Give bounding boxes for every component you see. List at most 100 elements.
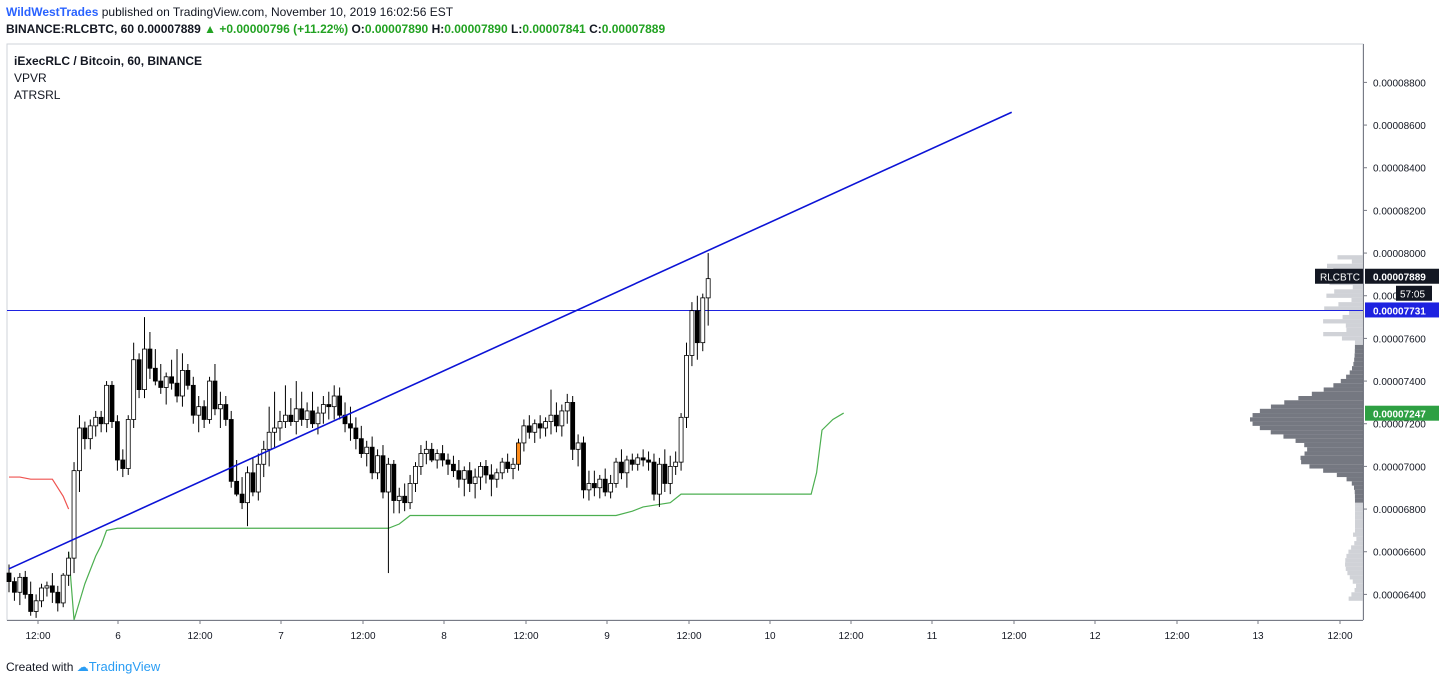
candle-body: [293, 408, 299, 422]
candle-body: [28, 594, 34, 612]
candle-body: [77, 427, 82, 472]
candle-body: [66, 557, 72, 576]
candle-body: [413, 465, 418, 484]
publish-line: WildWestTrades published on TradingView.…: [6, 5, 453, 19]
vpvr-bar: [1336, 472, 1363, 478]
vpvr-bar: [1270, 430, 1363, 435]
candle-body: [310, 410, 315, 425]
vpvr-bar: [1354, 588, 1363, 593]
vpvr-bar: [1354, 344, 1363, 350]
close-value: 0.00007889: [601, 22, 666, 36]
candle-body: [223, 404, 229, 420]
vpvr-bar: [1354, 353, 1363, 358]
candle-body: [49, 585, 55, 593]
author-link[interactable]: WildWestTrades: [6, 5, 99, 19]
candle-body: [423, 448, 429, 455]
candle-body: [315, 412, 321, 425]
vpvr-bar: [1355, 528, 1363, 533]
candle-body: [6, 572, 12, 582]
candle-body: [283, 414, 288, 423]
vpvr-bar: [1345, 323, 1363, 328]
vpvr-bar: [1338, 302, 1363, 307]
candle-body: [17, 576, 23, 593]
candle-body: [559, 410, 565, 427]
countdown-label: 57:05: [1400, 290, 1425, 301]
candle-body: [575, 442, 581, 450]
x-tick-label: 12:00: [676, 631, 701, 642]
vpvr-bar: [1259, 425, 1363, 431]
vpvr-bar: [1354, 502, 1363, 507]
footer: Created with ☁TradingView: [6, 659, 160, 674]
candle-body: [71, 470, 77, 559]
vpvr-bar: [1300, 455, 1363, 460]
candle-body: [44, 585, 50, 589]
candle-body: [353, 427, 359, 440]
candle-body: [488, 474, 494, 480]
hline-tag-bg: [1365, 302, 1439, 318]
candle-body: [358, 438, 364, 454]
open-value: 0.00007890: [364, 22, 429, 36]
legend-vpvr[interactable]: VPVR: [14, 71, 47, 85]
vpvr-bar: [1354, 519, 1363, 524]
candle-body: [60, 574, 66, 604]
candle-body: [348, 423, 353, 429]
x-tick-label: 12:00: [25, 631, 50, 642]
atr-tag-bg: [1365, 405, 1439, 421]
vpvr-bar: [1334, 289, 1363, 294]
y-tick-label: 0.00007200: [1373, 420, 1426, 431]
legend-atrsrl[interactable]: ATRSRL: [14, 88, 61, 102]
high-label: H:: [431, 22, 445, 36]
last-price-tag-bg: [1365, 268, 1439, 284]
candles: [6, 253, 711, 618]
vpvr-bar: [1354, 489, 1363, 495]
candle-body: [131, 359, 137, 420]
vpvr-bar: [1345, 566, 1363, 571]
vpvr-bar: [1349, 370, 1363, 375]
vpvr-bar: [1354, 541, 1363, 546]
vpvr-bar: [1346, 477, 1363, 482]
vpvr-bar: [1283, 434, 1363, 439]
hline-tag: 0.00007731: [1373, 306, 1426, 317]
candle-body: [174, 382, 180, 397]
candle-body: [689, 310, 695, 356]
y-tick-label: 0.00008400: [1373, 164, 1426, 175]
vpvr-bar: [1304, 451, 1363, 456]
candle-body: [581, 442, 586, 491]
candle-body: [586, 483, 592, 491]
candle-body: [326, 404, 332, 408]
candle-body: [694, 310, 700, 344]
vpvr-bar: [1348, 549, 1363, 554]
x-tick-label: 12:00: [1164, 631, 1189, 642]
y-tick-label: 0.00007400: [1373, 377, 1426, 388]
vpvr-bar: [1354, 498, 1363, 503]
last-price-tag: 0.00007889: [1373, 273, 1426, 284]
candle-body: [624, 459, 630, 474]
tradingview-brand[interactable]: TradingView: [88, 659, 161, 674]
chart-legend: iExecRLC / Bitcoin, 60, BINANCE VPVR ATR…: [14, 53, 202, 104]
candle-body: [277, 421, 283, 429]
vpvr-bar: [1259, 408, 1363, 414]
candle-body: [461, 470, 467, 480]
candle-body: [548, 414, 554, 423]
vpvr-bar: [1346, 553, 1363, 559]
x-tick-label: 12:00: [1327, 631, 1352, 642]
vpvr-bar: [1298, 396, 1363, 401]
vpvr-bar: [1252, 413, 1363, 418]
candle-body: [407, 483, 413, 504]
plot-frame: [6, 43, 1364, 621]
candle-body: [564, 401, 570, 412]
candle-body: [22, 576, 28, 595]
candle-body: [640, 457, 646, 461]
candle-body: [228, 419, 234, 482]
candle-body: [521, 425, 527, 444]
vpvr-bar: [1342, 314, 1363, 320]
candle-body: [478, 465, 483, 478]
candle-body: [445, 459, 451, 465]
y-tick-label: 0.00007600: [1373, 334, 1426, 345]
candle-body: [705, 278, 711, 299]
vpvr-bar: [1351, 592, 1363, 597]
candle-body: [212, 380, 218, 410]
candle-body: [510, 463, 516, 469]
vpvr-bar: [1323, 332, 1363, 337]
